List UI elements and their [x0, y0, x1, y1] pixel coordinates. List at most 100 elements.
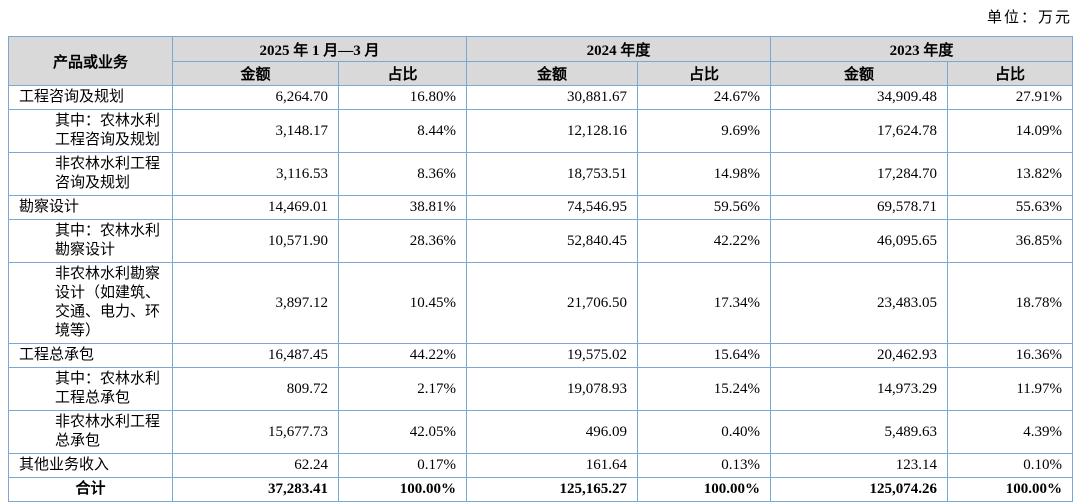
ratio-cell: 38.81%: [337, 195, 468, 220]
ratio-cell: 8.44%: [337, 109, 468, 153]
table-row: 非农林水利工程总承包 15,677.73 42.05% 496.09 0.40% 5,48…: [8, 410, 1074, 454]
row-label: 其他业务收入: [8, 453, 173, 478]
row-label: 工程咨询及规划: [8, 85, 173, 110]
ratio-cell: 42.22%: [637, 219, 772, 263]
ratio-cell: 16.80%: [337, 85, 468, 110]
ratio-cell: 100.00%: [337, 477, 468, 502]
amount-cell: 74,546.95: [466, 195, 639, 220]
amount-cell: 21,706.50: [466, 262, 639, 344]
amount-cell: 15,677.73: [172, 410, 339, 454]
ratio-cell: 11.97%: [947, 367, 1074, 411]
ratio-cell: 9.69%: [637, 109, 772, 153]
amount-cell: 17,284.70: [770, 152, 949, 196]
col-header-amount-2023: 金额: [770, 61, 949, 86]
col-header-amount-2024: 金额: [466, 61, 639, 86]
ratio-cell: 24.67%: [637, 85, 772, 110]
ratio-cell: 14.09%: [947, 109, 1074, 153]
col-header-ratio-2023: 占比: [947, 61, 1074, 86]
table-row: 工程咨询及规划 6,264.70 16.80% 30,881.67 24.67% 34,9…: [8, 85, 1074, 110]
amount-cell: 23,483.05: [770, 262, 949, 344]
row-label: 工程总承包: [8, 343, 173, 368]
ratio-cell: 59.56%: [637, 195, 772, 220]
ratio-cell: 10.45%: [337, 262, 468, 344]
amount-cell: 10,571.90: [172, 219, 339, 263]
ratio-cell: 36.85%: [947, 219, 1074, 263]
amount-cell: 52,840.45: [466, 219, 639, 263]
amount-cell: 69,578.71: [770, 195, 949, 220]
col-header-period-2025: 2025 年 1 月—3 月: [171, 36, 468, 62]
col-header-amount-2025: 金额: [172, 61, 339, 86]
col-header-ratio-2025: 占比: [337, 61, 468, 86]
amount-cell: 16,487.45: [172, 343, 339, 368]
table-row: 勘察设计 14,469.01 38.81% 74,546.95 59.56% 69,578…: [8, 195, 1074, 220]
table-row: 其中：农林水利工程总承包 809.72 2.17% 19,078.93 15.24% 14…: [8, 367, 1074, 411]
amount-cell: 12,128.16: [466, 109, 639, 153]
amount-cell: 18,753.51: [466, 152, 639, 196]
ratio-cell: 8.36%: [337, 152, 468, 196]
row-label: 非农林水利勘察设计（如建筑、交通、电力、环境等）: [8, 262, 173, 344]
amount-cell: 34,909.48: [770, 85, 949, 110]
row-label: 勘察设计: [8, 195, 173, 220]
ratio-cell: 0.40%: [637, 410, 772, 454]
row-label: 非农林水利工程总承包: [8, 410, 173, 454]
amount-cell: 46,095.65: [770, 219, 949, 263]
row-label: 其中：农林水利工程咨询及规划: [8, 109, 173, 153]
row-label: 非农林水利工程咨询及规划: [8, 152, 173, 196]
amount-cell: 496.09: [466, 410, 639, 454]
ratio-cell: 0.10%: [947, 453, 1074, 478]
table-row: 其中：农林水利工程咨询及规划 3,148.17 8.44% 12,128.16 9.69…: [8, 109, 1074, 153]
ratio-cell: 17.34%: [637, 262, 772, 344]
amount-cell: 17,624.78: [770, 109, 949, 153]
col-header-period-2024: 2024 年度: [466, 36, 772, 62]
table-row: 工程总承包 16,487.45 44.22% 19,575.02 15.64% 20,46…: [8, 343, 1074, 368]
ratio-cell: 28.36%: [337, 219, 468, 263]
header-row-measures: 金额 占比 金额 占比 金额 占比: [9, 61, 1074, 86]
ratio-cell: 4.39%: [947, 410, 1074, 454]
col-header-period-2023: 2023 年度: [770, 36, 1074, 62]
ratio-cell: 14.98%: [637, 152, 772, 196]
amount-cell: 62.24: [172, 453, 339, 478]
col-header-product: 产品或业务: [8, 36, 173, 86]
row-label: 合计: [8, 477, 173, 502]
amount-cell: 125,074.26: [770, 477, 949, 502]
ratio-cell: 0.17%: [337, 453, 468, 478]
amount-cell: 3,897.12: [172, 262, 339, 344]
total-row: 合计 37,283.41 100.00% 125,165.27 100.00% 125,0…: [8, 477, 1074, 502]
ratio-cell: 100.00%: [637, 477, 772, 502]
ratio-cell: 18.78%: [947, 262, 1074, 344]
amount-cell: 3,116.53: [172, 152, 339, 196]
ratio-cell: 2.17%: [337, 367, 468, 411]
ratio-cell: 15.24%: [637, 367, 772, 411]
ratio-cell: 55.63%: [947, 195, 1074, 220]
amount-cell: 19,575.02: [466, 343, 639, 368]
ratio-cell: 15.64%: [637, 343, 772, 368]
ratio-cell: 13.82%: [947, 152, 1074, 196]
ratio-cell: 42.05%: [337, 410, 468, 454]
amount-cell: 37,283.41: [172, 477, 339, 502]
amount-cell: 3,148.17: [172, 109, 339, 153]
ratio-cell: 0.13%: [637, 453, 772, 478]
ratio-cell: 100.00%: [947, 477, 1074, 502]
header-row-periods: 产品或业务 2025 年 1 月—3 月 2024 年度 2023 年度: [8, 36, 1074, 86]
table-row: 非农林水利工程咨询及规划 3,116.53 8.36% 18,753.51 14.98%…: [8, 152, 1074, 196]
table-header: 产品或业务 2025 年 1 月—3 月 2024 年度 2023 年度 金额 …: [8, 36, 1074, 86]
amount-cell: 19,078.93: [466, 367, 639, 411]
ratio-cell: 16.36%: [947, 343, 1074, 368]
amount-cell: 161.64: [466, 453, 639, 478]
revenue-breakdown-table: 产品或业务 2025 年 1 月—3 月 2024 年度 2023 年度 金额 …: [8, 36, 1074, 502]
amount-cell: 5,489.63: [770, 410, 949, 454]
amount-cell: 30,881.67: [466, 85, 639, 110]
document-page: 单位：万元 产品或业务 2025 年 1 月—3 月 2024 年度 2023 …: [8, 10, 1074, 502]
amount-cell: 14,469.01: [172, 195, 339, 220]
amount-cell: 14,973.29: [770, 367, 949, 411]
amount-cell: 125,165.27: [466, 477, 639, 502]
col-header-ratio-2024: 占比: [637, 61, 772, 86]
amount-cell: 20,462.93: [770, 343, 949, 368]
table-row: 其中：农林水利勘察设计 10,571.90 28.36% 52,840.45 42.22…: [8, 219, 1074, 263]
row-label: 其中：农林水利勘察设计: [8, 219, 173, 263]
table-body: 工程咨询及规划 6,264.70 16.80% 30,881.67 24.67% 34,9…: [8, 85, 1074, 502]
amount-cell: 809.72: [172, 367, 339, 411]
row-label: 其中：农林水利工程总承包: [8, 367, 173, 411]
unit-label: 单位：万元: [986, 10, 1072, 26]
ratio-cell: 44.22%: [337, 343, 468, 368]
